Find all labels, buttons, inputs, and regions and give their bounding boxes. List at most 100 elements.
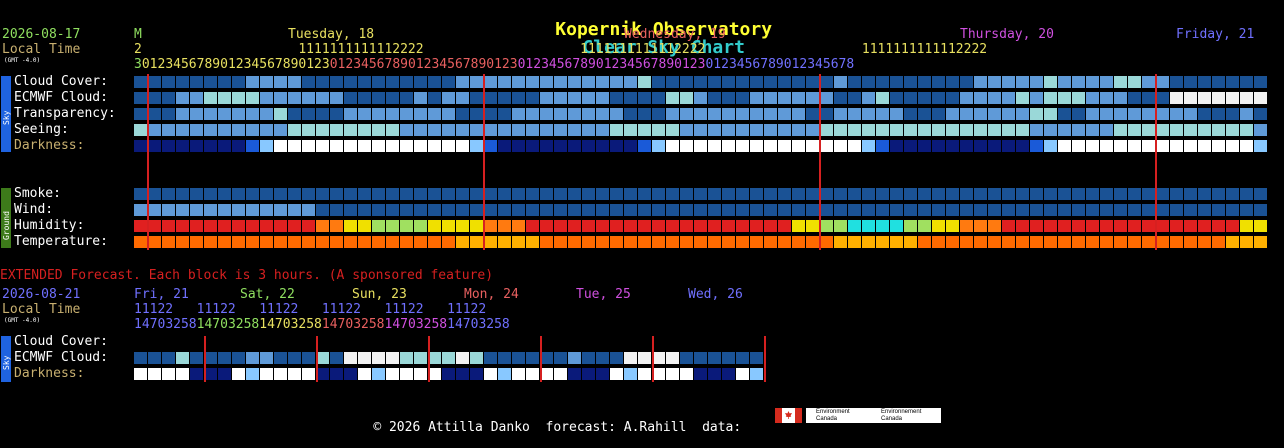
ext-darkness-row-cell	[218, 368, 231, 380]
sky-row-2-cell	[540, 108, 553, 120]
sky-row-0-cell	[820, 76, 833, 88]
sky-row-0-cell	[638, 76, 651, 88]
ground-row-3-cell	[918, 236, 931, 248]
sky-row-3-cell	[750, 124, 763, 136]
ground-row-0-cell	[1142, 188, 1155, 200]
sky-row-3-cell	[204, 124, 217, 136]
row-label: Smoke:	[14, 186, 61, 201]
hour-digit: 8	[282, 57, 291, 72]
sky-row-4-cell	[722, 140, 735, 152]
hour-digit: 5	[822, 57, 831, 72]
ground-side-label: Ground	[2, 211, 11, 240]
ground-row-1-cell	[1030, 204, 1043, 216]
ground-row-0-cell	[274, 188, 287, 200]
sky-row-0-cell	[1016, 76, 1029, 88]
sky-row-1-cell	[260, 92, 273, 104]
sky-row-4-cell	[1184, 140, 1197, 152]
ext-darkness-row-cell	[568, 368, 581, 380]
ground-row-1-cell	[512, 204, 525, 216]
hour-digit: 1	[149, 57, 158, 72]
sky-row-3-cell	[1044, 124, 1057, 136]
ground-row-3-cell	[302, 236, 315, 248]
sky-row-4-cell	[554, 140, 567, 152]
hour-digit: 7	[572, 57, 581, 72]
sky-row-3-cell	[582, 124, 595, 136]
sky-row-1-cell	[596, 92, 609, 104]
sky-row-0-cell	[148, 76, 161, 88]
sky-row-2-cell	[946, 108, 959, 120]
sky-row-3-cell	[302, 124, 315, 136]
ground-row-2-cell	[1240, 220, 1253, 232]
sky-row-4-cell	[204, 140, 217, 152]
ground-row-2-cell	[890, 220, 903, 232]
hour-digit: 6	[752, 57, 761, 72]
ground-row-0-cell	[344, 188, 357, 200]
ground-row-0-cell	[876, 188, 889, 200]
sky-row-2-cell	[792, 108, 805, 120]
sky-row-3-cell	[610, 124, 623, 136]
ext-darkness-row-cell	[666, 368, 679, 380]
ground-row-3-cell	[344, 236, 357, 248]
sky-row-3-cell	[274, 124, 287, 136]
sky-row-2-cell	[1184, 108, 1197, 120]
ext-hour-digit: 7	[274, 317, 283, 332]
ground-row-2-cell	[652, 220, 665, 232]
ground-row-2-cell	[694, 220, 707, 232]
sky-row-3-cell	[484, 124, 497, 136]
hour-digit: 7	[462, 57, 471, 72]
sky-row-1-cell	[1086, 92, 1099, 104]
sky-row-2-cell	[512, 108, 525, 120]
ground-row-0-cell	[638, 188, 651, 200]
ground-row-3-cell	[596, 236, 609, 248]
ext-ecmwf-row-cell	[372, 352, 385, 364]
sky-row-1-cell	[890, 92, 903, 104]
sky-row-0-cell	[1240, 76, 1253, 88]
ground-row-1-cell	[484, 204, 497, 216]
hour-tens-row: 2 1111111111112222 1111111111112222 1111…	[134, 42, 988, 57]
sky-row-2-cell	[638, 108, 651, 120]
sky-row-0-cell	[540, 76, 553, 88]
sky-row-1-cell	[918, 92, 931, 104]
ground-row-1-cell	[456, 204, 469, 216]
sky-row-0-cell	[960, 76, 973, 88]
ground-row-3-cell	[540, 236, 553, 248]
ground-row-1-cell	[568, 204, 581, 216]
sky-row-1-cell	[820, 92, 833, 104]
sky-row-1-cell	[274, 92, 287, 104]
ground-row-1-cell	[820, 204, 833, 216]
ext-hour-digit: 0	[282, 317, 291, 332]
sky-row-1-cell	[1100, 92, 1113, 104]
sky-row-0-cell	[498, 76, 511, 88]
sky-row-0-cell	[610, 76, 623, 88]
ground-row-0-cell	[778, 188, 791, 200]
hour-digit: 6	[188, 57, 197, 72]
ground-row-1-cell	[330, 204, 343, 216]
sky-row-0-cell	[344, 76, 357, 88]
sky-row-3-cell	[1212, 124, 1225, 136]
day-header: M	[134, 27, 142, 42]
sky-row-4-cell	[1240, 140, 1253, 152]
hour-digit: 0	[329, 57, 338, 72]
ground-row-1-cell	[946, 204, 959, 216]
ext-darkness-row-cell	[386, 368, 399, 380]
sky-row-1-cell	[694, 92, 707, 104]
title-observatory: Kopernik Observatory	[555, 19, 773, 40]
sky-row-2-cell	[624, 108, 637, 120]
sky-row-2-cell	[666, 108, 679, 120]
ground-row-1-cell	[932, 204, 945, 216]
ext-darkness-row-cell	[470, 368, 483, 380]
sky-row-0-cell	[442, 76, 455, 88]
hour-digit: 9	[666, 57, 675, 72]
sky-row-0-cell	[792, 76, 805, 88]
sky-row-1-cell	[708, 92, 721, 104]
ground-row-0-cell	[204, 188, 217, 200]
sky-row-1-cell	[1058, 92, 1071, 104]
ground-row-3-cell	[1170, 236, 1183, 248]
sky-row-0-cell	[680, 76, 693, 88]
ground-row-0-cell	[568, 188, 581, 200]
ground-row-2-cell	[1030, 220, 1043, 232]
ground-row-2-cell	[1016, 220, 1029, 232]
hour-digit: 9	[588, 57, 596, 72]
sky-row-0-cell	[568, 76, 581, 88]
ground-row-3-cell	[484, 236, 497, 248]
